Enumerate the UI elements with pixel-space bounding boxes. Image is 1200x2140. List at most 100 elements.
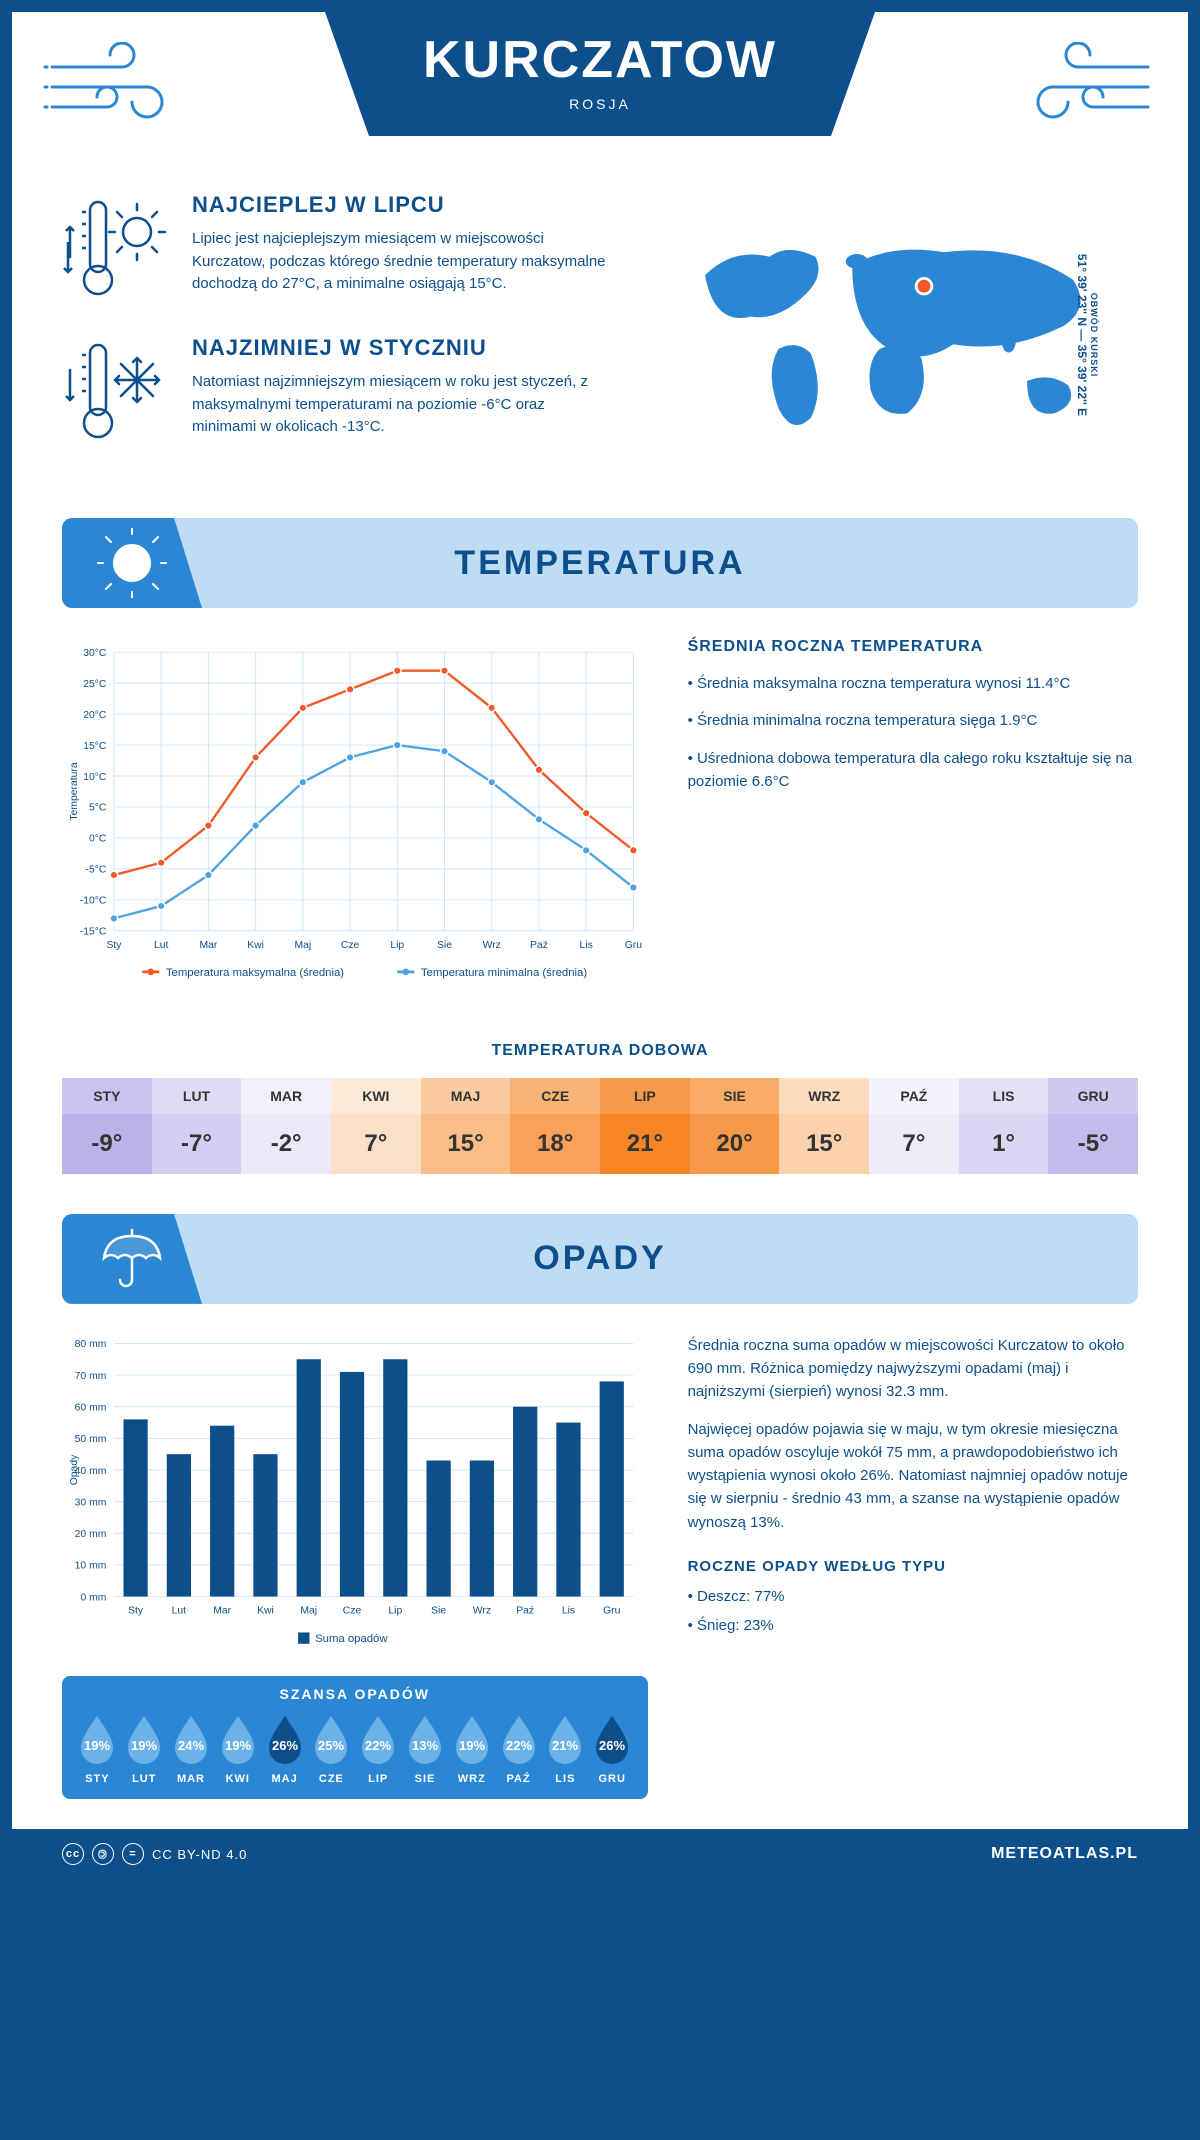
daily-cell: GRU -5°	[1048, 1078, 1138, 1174]
umbrella-icon	[62, 1214, 202, 1304]
svg-text:Sty: Sty	[128, 1605, 144, 1616]
svg-text:20 mm: 20 mm	[75, 1529, 107, 1540]
chance-drop: 19% STY	[74, 1712, 121, 1785]
coldest-fact: NAJZIMNIEJ W STYCZNIU Natomiast najzimni…	[62, 335, 610, 450]
svg-text:Mar: Mar	[199, 940, 217, 951]
annual-temp-title: ŚREDNIA ROCZNA TEMPERATURA	[688, 638, 1138, 656]
svg-text:Lip: Lip	[390, 940, 404, 951]
precip-bar-chart: 0 mm10 mm20 mm30 mm40 mm50 mm60 mm70 mm8…	[62, 1334, 648, 1660]
daily-cell: CZE 18°	[510, 1078, 600, 1174]
daily-cell: LIS 1°	[959, 1078, 1049, 1174]
annual-temp-stats: Średnia maksymalna roczna temperatura wy…	[688, 672, 1138, 793]
svg-text:Sie: Sie	[431, 1605, 446, 1616]
svg-text:Temperatura minimalna (średnia: Temperatura minimalna (średnia)	[421, 967, 587, 979]
svg-text:Kwi: Kwi	[257, 1605, 274, 1616]
header: KURCZATOW ROSJA	[12, 12, 1188, 172]
svg-text:0°C: 0°C	[89, 834, 107, 845]
daily-cell: WRZ 15°	[779, 1078, 869, 1174]
svg-text:Lut: Lut	[172, 1605, 187, 1616]
daily-cell: LIP 21°	[600, 1078, 690, 1174]
cc-icon: cc	[62, 1843, 84, 1865]
svg-text:60 mm: 60 mm	[75, 1402, 107, 1413]
svg-text:Maj: Maj	[300, 1605, 317, 1616]
chance-drop: 13% SIE	[402, 1712, 449, 1785]
nd-icon: =	[122, 1843, 144, 1865]
svg-text:Lis: Lis	[580, 940, 593, 951]
chance-drop: 26% MAJ	[261, 1712, 308, 1785]
hot-body: Lipiec jest najcieplejszym miesiącem w m…	[192, 228, 610, 296]
svg-text:Gru: Gru	[625, 940, 643, 951]
svg-text:10 mm: 10 mm	[75, 1561, 107, 1572]
svg-text:19%: 19%	[225, 1738, 251, 1753]
svg-text:Paź: Paź	[516, 1605, 534, 1616]
chance-drop: 26% GRU	[589, 1712, 636, 1785]
chance-drop: 21% LIS	[542, 1712, 589, 1785]
svg-text:13%: 13%	[412, 1738, 438, 1753]
daily-cell: LUT -7°	[152, 1078, 242, 1174]
svg-text:80 mm: 80 mm	[75, 1339, 107, 1350]
svg-text:70 mm: 70 mm	[75, 1371, 107, 1382]
section-header-temperature: TEMPERATURA	[62, 518, 1138, 608]
precip-chance-panel: SZANSA OPADÓW 19% STY 19% LUT 24% MAR 19…	[62, 1676, 648, 1799]
chance-drop: 22% PAŹ	[495, 1712, 542, 1785]
svg-text:19%: 19%	[84, 1738, 110, 1753]
svg-text:Cze: Cze	[343, 1605, 362, 1616]
daily-cell: PAŹ 7°	[869, 1078, 959, 1174]
world-map: OBWÓD KURSKI 51° 39' 23'' N — 35° 39' 22…	[640, 192, 1138, 478]
hottest-fact: NAJCIEPLEJ W LIPCU Lipiec jest najcieple…	[62, 192, 610, 307]
svg-text:24%: 24%	[178, 1738, 204, 1753]
daily-cell: STY -9°	[62, 1078, 152, 1174]
svg-text:30°C: 30°C	[83, 648, 107, 659]
svg-text:50 mm: 50 mm	[75, 1434, 107, 1445]
title-banner: KURCZATOW ROSJA	[325, 12, 875, 136]
svg-text:Opady: Opady	[69, 1454, 80, 1485]
svg-text:10°C: 10°C	[83, 772, 107, 783]
footer: cc 🄯 = CC BY-ND 4.0 METEOATLAS.PL	[12, 1829, 1188, 1879]
svg-text:25%: 25%	[318, 1738, 344, 1753]
svg-text:19%: 19%	[459, 1738, 485, 1753]
by-icon: 🄯	[92, 1843, 114, 1865]
svg-text:25°C: 25°C	[83, 679, 107, 690]
daily-cell: KWI 7°	[331, 1078, 421, 1174]
svg-text:30 mm: 30 mm	[75, 1497, 107, 1508]
stat-item: Uśredniona dobowa temperatura dla całego…	[688, 747, 1138, 794]
precip-heading: OPADY	[62, 1239, 1138, 1278]
wind-icon	[42, 42, 192, 132]
svg-text:Sie: Sie	[437, 940, 452, 951]
stat-item: Średnia minimalna roczna temperatura się…	[688, 709, 1138, 732]
sun-icon	[62, 518, 202, 608]
svg-text:Wrz: Wrz	[473, 1605, 491, 1616]
svg-text:5°C: 5°C	[89, 803, 107, 814]
daily-temp-table: STY -9°LUT -7°MAR -2°KWI 7°MAJ 15°CZE 18…	[62, 1078, 1138, 1174]
city-title: KURCZATOW	[415, 30, 785, 90]
region-label: OBWÓD KURSKI	[1089, 254, 1099, 416]
svg-text:20°C: 20°C	[83, 710, 107, 721]
chance-title: SZANSA OPADÓW	[74, 1686, 636, 1702]
daily-cell: SIE 20°	[690, 1078, 780, 1174]
svg-text:Paź: Paź	[530, 940, 548, 951]
svg-text:-10°C: -10°C	[80, 896, 107, 907]
daily-cell: MAR -2°	[241, 1078, 331, 1174]
chance-drop: 22% LIP	[355, 1712, 402, 1785]
svg-text:-15°C: -15°C	[80, 927, 107, 938]
svg-text:-5°C: -5°C	[86, 865, 107, 876]
hot-title: NAJCIEPLEJ W LIPCU	[192, 192, 610, 218]
temperature-heading: TEMPERATURA	[62, 544, 1138, 583]
svg-text:Lis: Lis	[562, 1605, 575, 1616]
svg-text:15°C: 15°C	[83, 741, 107, 752]
svg-text:26%: 26%	[272, 1738, 298, 1753]
temperature-line-chart: -15°C -10°C -5°C 0°C 5°C 10°C 15°C 20°C 25°C 30°C…	[62, 638, 648, 1002]
svg-text:Lut: Lut	[154, 940, 169, 951]
stat-item: Średnia maksymalna roczna temperatura wy…	[688, 672, 1138, 695]
precip-body-2: Najwięcej opadów pojawia się w maju, w t…	[688, 1418, 1138, 1534]
daily-cell: MAJ 15°	[421, 1078, 511, 1174]
cold-body: Natomiast najzimniejszym miesiącem w rok…	[192, 371, 610, 439]
chance-drop: 19% WRZ	[448, 1712, 495, 1785]
svg-text:Mar: Mar	[213, 1605, 231, 1616]
svg-text:Maj: Maj	[294, 940, 311, 951]
license: cc 🄯 = CC BY-ND 4.0	[62, 1843, 247, 1865]
svg-text:21%: 21%	[552, 1738, 578, 1753]
thermometer-cold-icon	[62, 335, 172, 450]
svg-text:Sty: Sty	[106, 940, 122, 951]
svg-text:0 mm: 0 mm	[80, 1592, 106, 1603]
